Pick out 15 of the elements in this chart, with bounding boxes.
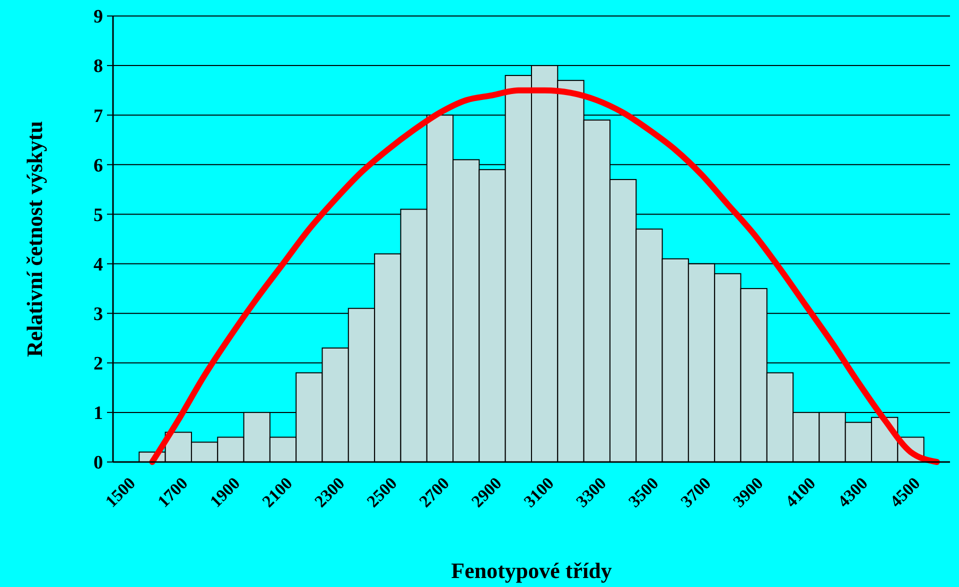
y-tick-label: 0 xyxy=(94,452,103,474)
y-tick-label: 4 xyxy=(94,254,104,276)
y-tick-label: 8 xyxy=(94,56,103,78)
y-tick-label: 5 xyxy=(94,204,103,226)
y-tick-label: 6 xyxy=(94,155,103,176)
y-tick-label: 2 xyxy=(94,354,103,375)
y-tick-label: 9 xyxy=(94,6,103,28)
y-axis-title: Relativní četnost výskytu xyxy=(22,121,47,357)
x-axis-title: Fenotypové třídy xyxy=(451,558,612,583)
y-tick-label: 1 xyxy=(94,403,103,424)
y-tick-label: 7 xyxy=(94,106,104,127)
x-tick-label: 4300 xyxy=(834,474,872,512)
x-tick-label: 4100 xyxy=(782,474,820,512)
y-tick-label: 3 xyxy=(94,304,103,325)
x-tick-label: 4500 xyxy=(886,474,924,512)
